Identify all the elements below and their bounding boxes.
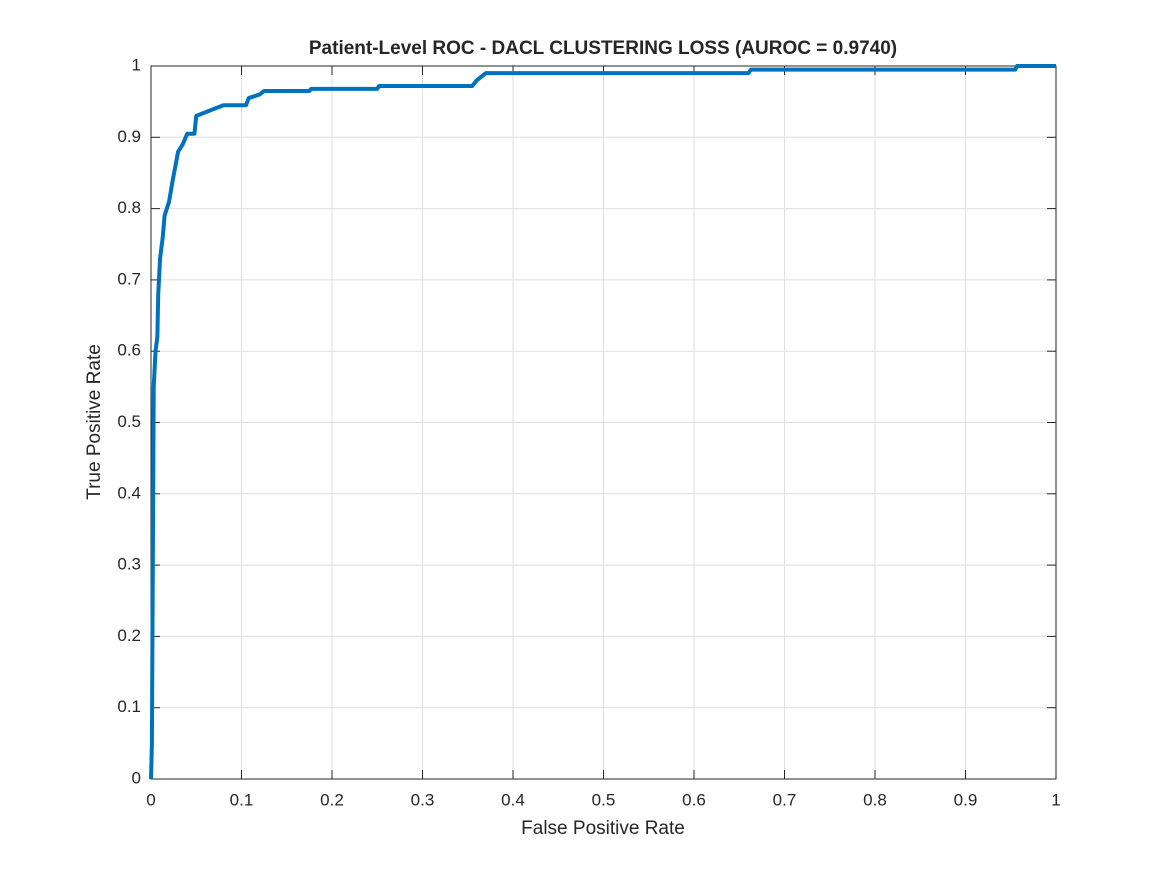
y-tick-label: 0.2 <box>117 626 141 645</box>
y-tick-label: 1 <box>132 55 141 74</box>
plot-frame <box>150 65 1057 780</box>
y-tick-label: 0.9 <box>117 127 141 146</box>
x-tick-label: 0.8 <box>863 790 887 809</box>
y-tick-label: 0.1 <box>117 697 141 716</box>
y-tick-label: 0.7 <box>117 269 141 288</box>
y-tick-label: 0 <box>132 768 141 787</box>
x-tick-label: 0.2 <box>320 790 344 809</box>
x-tick-label: 1 <box>1051 790 1060 809</box>
x-tick-label: 0.4 <box>501 790 525 809</box>
y-tick-label: 0.8 <box>117 198 141 217</box>
x-axis-label: False Positive Rate <box>521 818 685 839</box>
y-tick-label: 0.6 <box>117 341 141 360</box>
chart-title: Patient-Level ROC - DACL CLUSTERING LOSS… <box>309 38 897 59</box>
roc-line <box>149 64 1056 780</box>
x-tick-label: 0.5 <box>592 790 616 809</box>
x-tick-label: 0 <box>146 790 155 809</box>
x-tick-label: 0.6 <box>682 790 706 809</box>
y-tick-label: 0.3 <box>117 555 141 574</box>
y-tick-label: 0.4 <box>117 483 141 502</box>
y-tick-label: 0.5 <box>117 412 141 431</box>
x-tick-label: 0.9 <box>954 790 978 809</box>
y-axis-label: True Positive Rate <box>84 344 105 500</box>
x-tick-label: 0.7 <box>773 790 797 809</box>
x-tick-label: 0.3 <box>411 790 435 809</box>
x-tick-label: 0.1 <box>230 790 254 809</box>
